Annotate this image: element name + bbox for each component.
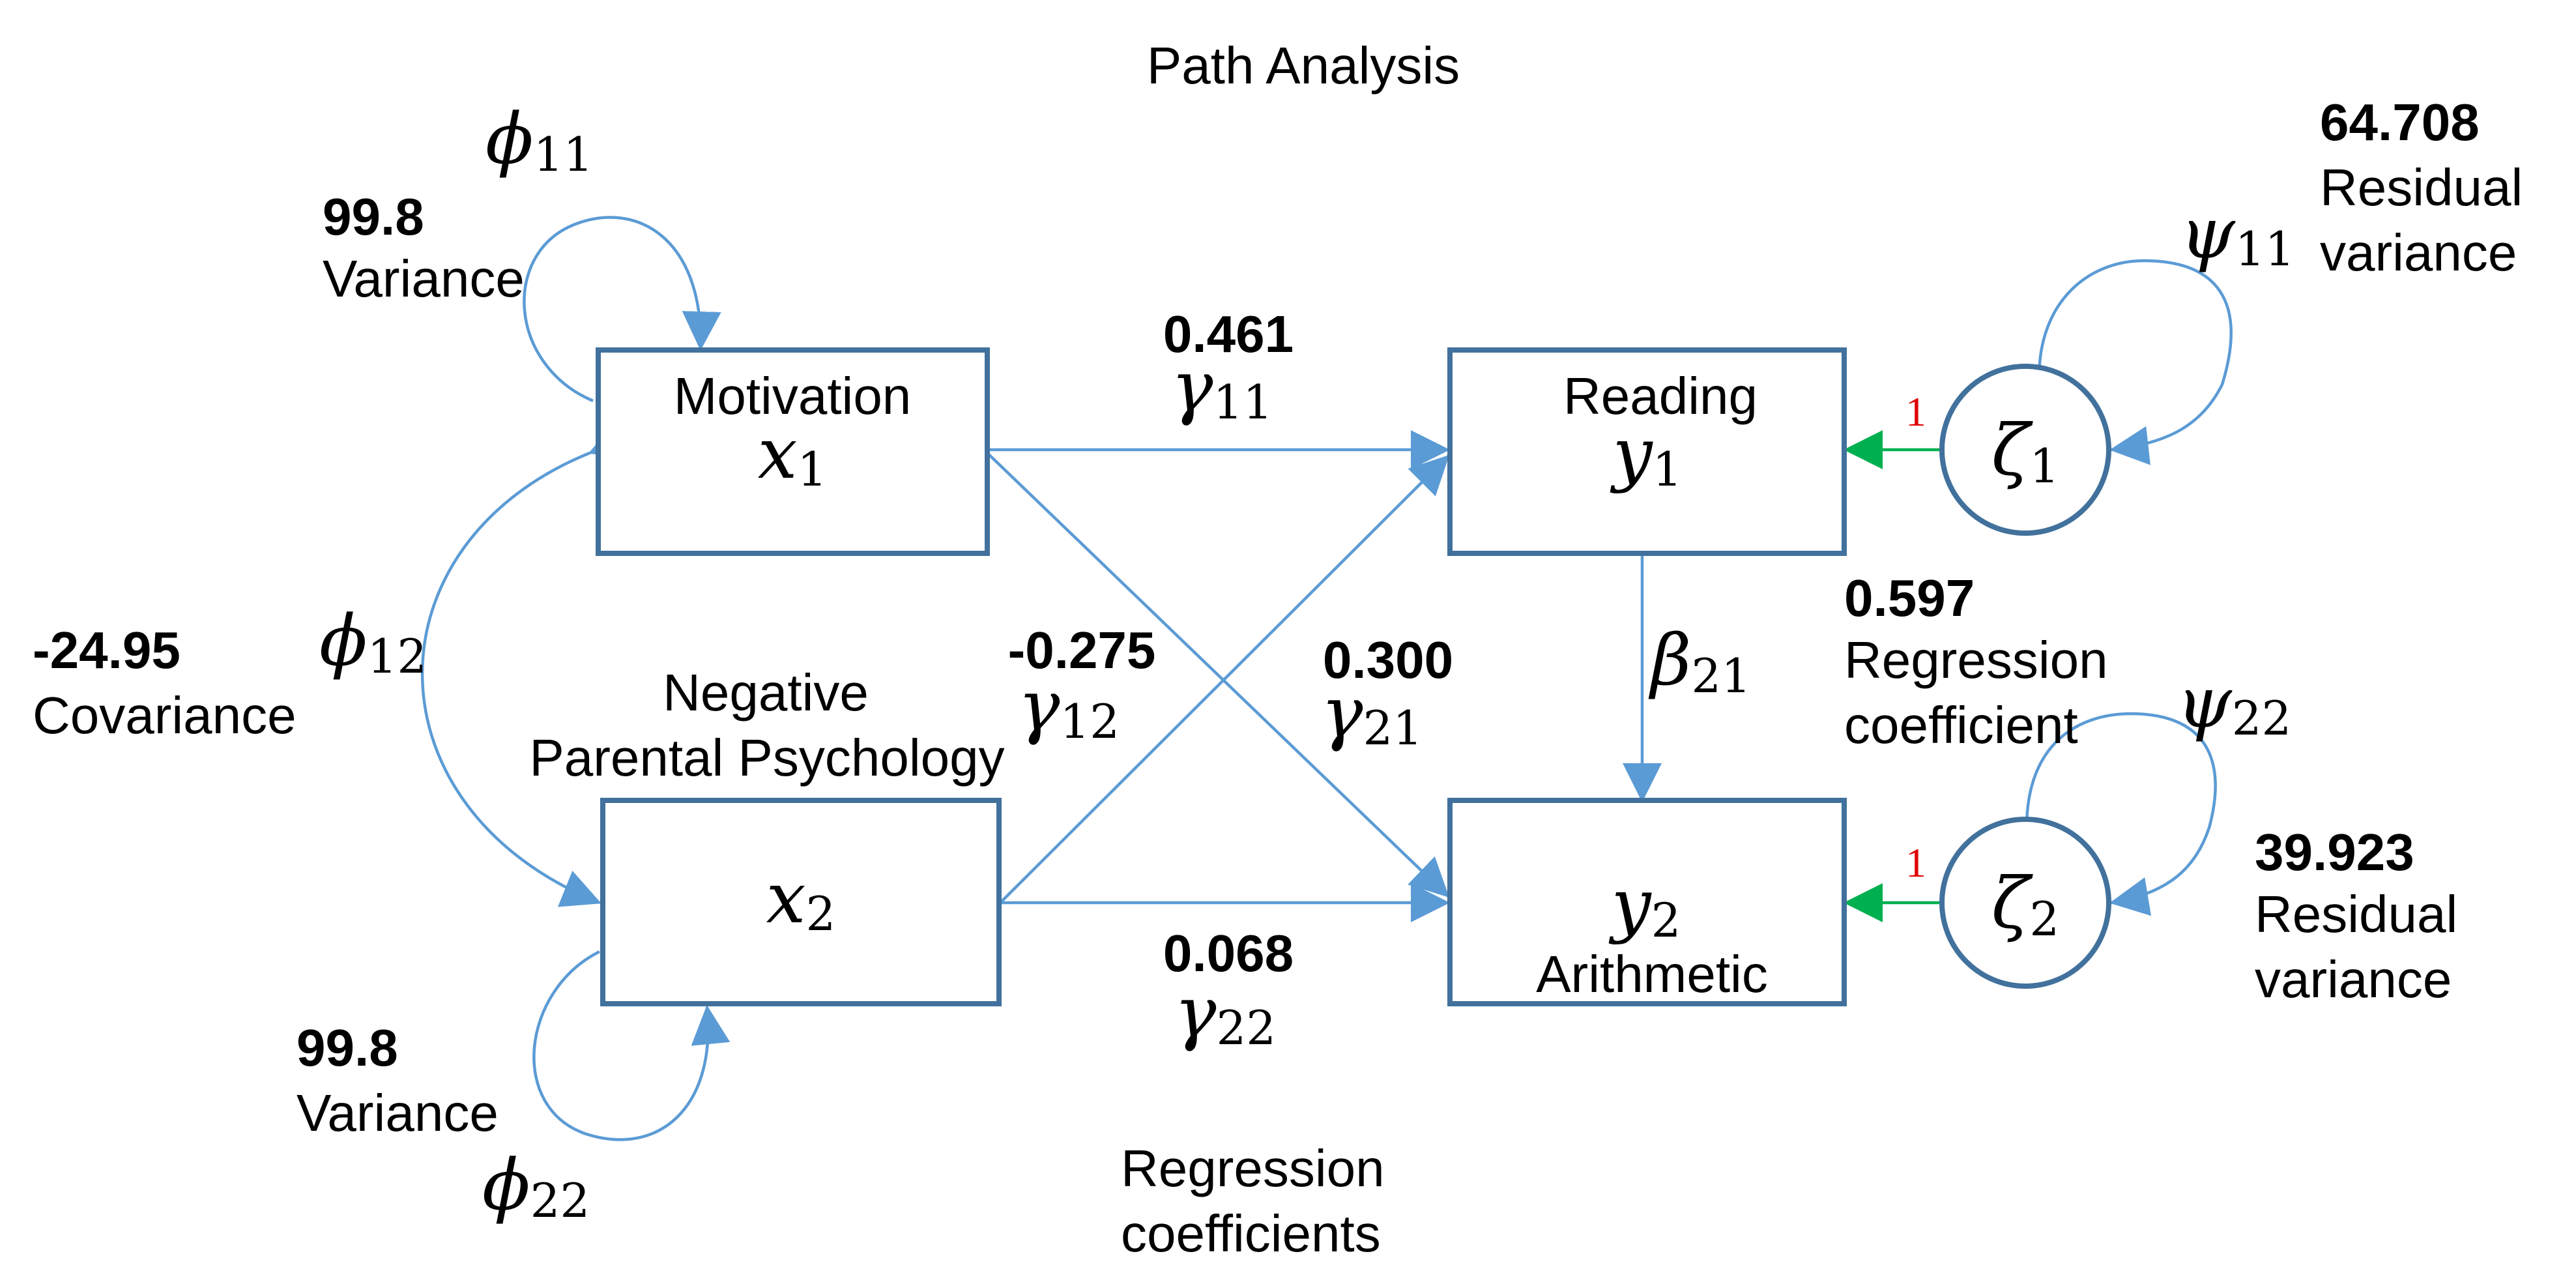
psi11-symbol: ψ11: [2180, 193, 2294, 276]
footer-line1: Regression: [1121, 1139, 1385, 1197]
zeta1-loading: 1: [1905, 388, 1926, 435]
edge-phi12: [420, 420, 632, 907]
gamma12-symbol: γ12: [1018, 665, 1120, 749]
node-x2: x2: [600, 798, 1002, 1006]
node-y1: Reading y1: [1447, 347, 1847, 556]
gamma11-value: 0.461: [1163, 305, 1294, 363]
beta21-label-line1: Regression: [1844, 631, 2108, 689]
phi11-symbol: ϕ11: [485, 98, 593, 182]
phi12-symbol: ϕ12: [319, 600, 427, 684]
psi11-label-line2: variance: [2320, 224, 2517, 282]
gamma21-value: 0.300: [1323, 631, 1453, 689]
psi11-value: 64.708: [2320, 93, 2480, 151]
edge-gamma21: [986, 452, 1450, 898]
node-x2-label-line1: Negative: [663, 664, 869, 722]
beta21-value: 0.597: [1844, 569, 1975, 627]
node-x1-symbol: x1: [758, 413, 828, 497]
phi22-value: 99.8: [297, 1019, 398, 1077]
node-y1-label: Reading: [1563, 367, 1758, 425]
phi22-symbol: ϕ22: [482, 1145, 590, 1228]
node-zeta1-symbol: ζ1: [1991, 410, 2059, 493]
phi22-label: Variance: [297, 1084, 499, 1142]
gamma21-symbol: γ21: [1321, 672, 1423, 755]
edge-phi11: [523, 216, 721, 403]
beta21-label-line2: coefficient: [1844, 696, 2078, 754]
edge-gamma12: [999, 454, 1450, 904]
psi11-label-line1: Residual: [2320, 158, 2523, 216]
node-y1-symbol: y1: [1610, 413, 1683, 497]
beta21-symbol: β21: [1648, 620, 1751, 703]
node-y2-symbol: y2: [1608, 864, 1681, 948]
node-x2-symbol: x2: [766, 858, 836, 941]
gamma22-value: 0.068: [1163, 924, 1294, 982]
zeta2-loading: 1: [1905, 839, 1926, 886]
psi22-label-line2: variance: [2255, 950, 2452, 1008]
node-zeta2-symbol: ζ2: [1991, 863, 2059, 946]
node-zeta2: ζ2: [1939, 817, 2111, 989]
node-zeta1: ζ1: [1939, 364, 2111, 536]
phi12-value: -24.95: [33, 621, 181, 679]
phi11-label: Variance: [323, 250, 525, 308]
psi22-label-line1: Residual: [2255, 885, 2457, 943]
psi22-value: 39.923: [2255, 823, 2414, 881]
node-x1: Motivation x1: [596, 347, 990, 556]
node-x1-label: Motivation: [674, 367, 912, 425]
node-x2-label-line2: Parental Psychology: [529, 729, 1004, 787]
node-y2: y2 Arithmetic: [1447, 798, 1847, 1006]
gamma12-value: -0.275: [1008, 621, 1156, 679]
gamma11-symbol: γ11: [1171, 346, 1273, 430]
node-y2-label: Arithmetic: [1536, 945, 1768, 1003]
edge-psi22: [2025, 712, 2217, 916]
edge-psi11: [2037, 259, 2233, 465]
phi12-label: Covariance: [33, 686, 297, 744]
phi11-value: 99.8: [323, 188, 424, 246]
diagram-title: Path Analysis: [1147, 36, 1460, 95]
edge-phi22: [532, 950, 731, 1141]
footer-line2: coefficients: [1121, 1204, 1381, 1262]
psi22-symbol: ψ22: [2177, 662, 2291, 746]
gamma22-symbol: γ22: [1174, 972, 1276, 1055]
